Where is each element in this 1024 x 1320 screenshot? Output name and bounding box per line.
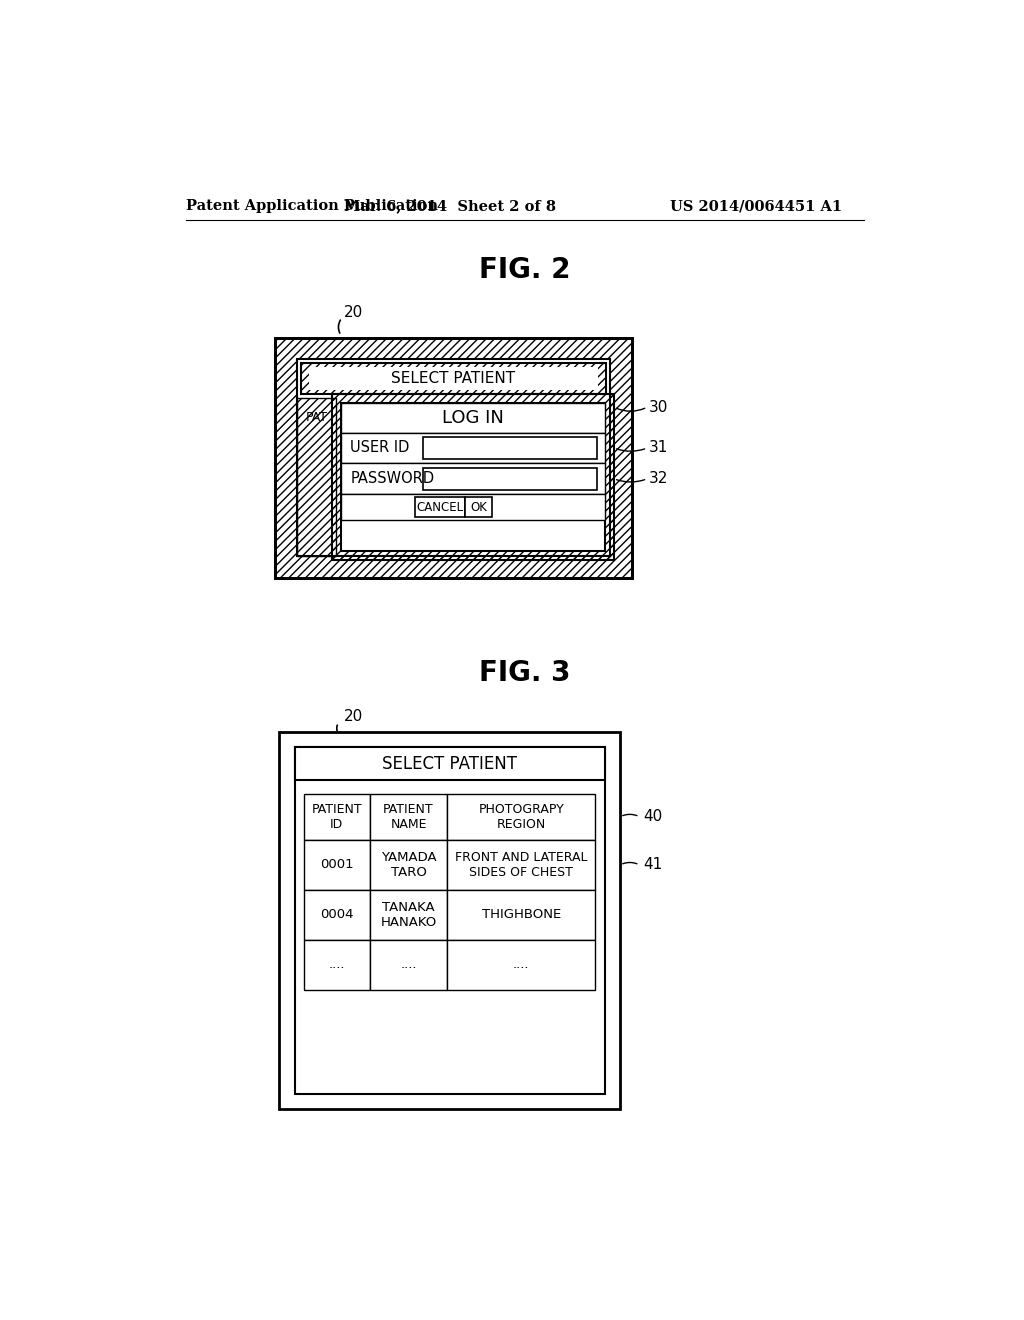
- Bar: [304, 940, 370, 990]
- Text: FRONT AND LATERAL
SIDES OF CHEST: FRONT AND LATERAL SIDES OF CHEST: [455, 851, 588, 879]
- Text: PATIENT
ID: PATIENT ID: [311, 803, 362, 830]
- Text: OK: OK: [470, 500, 487, 513]
- Bar: [304, 840, 370, 890]
- Bar: [308, 367, 598, 391]
- Text: ....: ....: [329, 958, 345, 972]
- Text: YAMADA
TARO: YAMADA TARO: [381, 851, 436, 879]
- Bar: [447, 890, 595, 940]
- Text: ....: ....: [513, 958, 529, 972]
- Text: ....: ....: [400, 958, 417, 972]
- Text: 20: 20: [343, 709, 362, 725]
- Bar: [370, 793, 447, 840]
- Bar: [275, 338, 632, 578]
- Bar: [341, 433, 604, 463]
- Bar: [332, 395, 614, 561]
- Text: PATIENT
NAME: PATIENT NAME: [383, 803, 434, 830]
- Bar: [370, 840, 447, 890]
- Bar: [295, 747, 604, 1094]
- Bar: [280, 733, 621, 1109]
- Bar: [275, 338, 632, 578]
- Text: THIGHBONE: THIGHBONE: [481, 908, 561, 921]
- Bar: [447, 793, 595, 840]
- Text: 0004: 0004: [321, 908, 353, 921]
- Bar: [304, 793, 370, 840]
- Bar: [297, 359, 610, 557]
- Text: Patent Application Publication: Patent Application Publication: [186, 199, 438, 213]
- Bar: [295, 747, 604, 780]
- Text: 30: 30: [649, 400, 669, 414]
- Text: TANAKA
HANAKO: TANAKA HANAKO: [381, 902, 436, 929]
- Text: 20: 20: [343, 305, 362, 319]
- Text: US 2014/0064451 A1: US 2014/0064451 A1: [671, 199, 843, 213]
- Text: FIG. 2: FIG. 2: [479, 256, 570, 284]
- Bar: [370, 890, 447, 940]
- Bar: [447, 940, 595, 990]
- Bar: [447, 840, 595, 890]
- Bar: [341, 404, 604, 433]
- Text: Mar. 6, 2014  Sheet 2 of 8: Mar. 6, 2014 Sheet 2 of 8: [344, 199, 556, 213]
- Bar: [297, 359, 610, 557]
- Text: PAT: PAT: [305, 411, 328, 424]
- Text: 0001: 0001: [321, 858, 353, 871]
- Text: SELECT PATIENT: SELECT PATIENT: [382, 755, 517, 772]
- Bar: [465, 498, 493, 517]
- Text: CANCEL: CANCEL: [417, 500, 464, 513]
- Text: 41: 41: [643, 858, 663, 873]
- Bar: [341, 463, 604, 494]
- Bar: [297, 397, 610, 557]
- Bar: [297, 397, 336, 557]
- Bar: [301, 363, 606, 395]
- Text: SELECT PATIENT: SELECT PATIENT: [391, 371, 515, 387]
- Text: 31: 31: [649, 441, 669, 455]
- Text: PASSWORD: PASSWORD: [350, 471, 434, 486]
- Bar: [423, 437, 597, 459]
- Bar: [423, 469, 597, 490]
- Text: 32: 32: [649, 471, 669, 486]
- Text: LOG IN: LOG IN: [442, 409, 504, 426]
- Text: USER ID: USER ID: [350, 441, 410, 455]
- Bar: [341, 494, 604, 520]
- Text: 40: 40: [643, 809, 663, 824]
- Text: PHOTOGRAPY
REGION: PHOTOGRAPY REGION: [478, 803, 564, 830]
- Bar: [415, 498, 465, 517]
- Bar: [304, 890, 370, 940]
- Bar: [341, 404, 604, 552]
- Bar: [370, 940, 447, 990]
- Text: FIG. 3: FIG. 3: [479, 659, 570, 686]
